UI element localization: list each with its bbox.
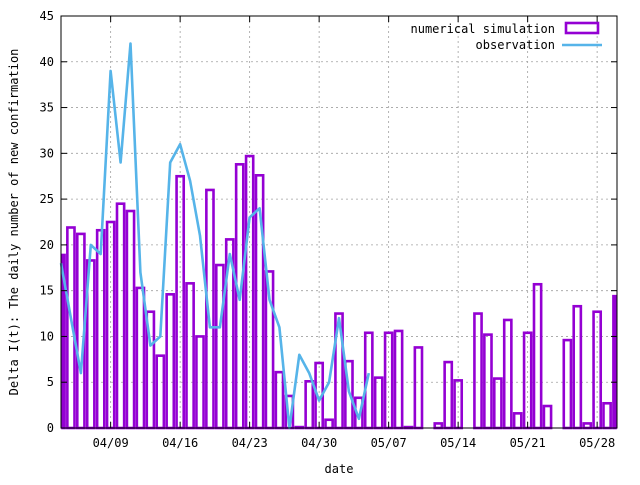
simulation-bar	[413, 346, 424, 430]
simulation-bar	[473, 312, 483, 430]
simulation-bar	[483, 333, 493, 430]
legend-swatch-numerical-simulation	[564, 21, 600, 35]
x-tick-label: 04/16	[162, 436, 198, 450]
simulation-bar	[612, 294, 617, 430]
simulation-bars	[61, 154, 617, 430]
simulation-bar	[125, 209, 136, 430]
simulation-bar	[214, 263, 225, 430]
simulation-bar	[532, 282, 543, 430]
simulation-bar	[572, 304, 583, 430]
y-tick-label: 10	[40, 329, 54, 343]
simulation-bar	[115, 202, 126, 430]
x-tick-label: 04/23	[232, 436, 268, 450]
plot-frame	[60, 15, 618, 429]
simulation-bar	[512, 412, 523, 430]
simulation-bar	[274, 370, 285, 430]
simulation-bar	[185, 282, 195, 430]
simulation-bar	[393, 329, 404, 430]
simulation-bar	[95, 228, 106, 430]
legend: numerical simulation observation	[411, 21, 602, 52]
simulation-bar	[443, 360, 454, 430]
simulation-bar	[562, 338, 573, 430]
x-tick-label: 05/21	[510, 436, 546, 450]
x-tick-label: 05/28	[579, 436, 615, 450]
legend-label-observation: observation	[476, 38, 555, 52]
simulation-bar	[492, 377, 503, 430]
y-tick-label: 45	[40, 9, 54, 23]
x-tick-label: 04/30	[301, 436, 337, 450]
y-tick-label: 40	[40, 55, 54, 69]
observation-line-group	[59, 42, 371, 430]
y-tick-label: 0	[47, 421, 54, 435]
simulation-bar	[582, 422, 593, 430]
y-tick-label: 20	[40, 238, 54, 252]
y-tick-label: 25	[40, 192, 54, 206]
simulation-bar	[324, 418, 334, 430]
x-tick-label: 05/14	[440, 436, 476, 450]
simulation-bar	[433, 422, 444, 430]
y-tick-label: 5	[47, 375, 54, 389]
simulation-bar	[592, 310, 603, 430]
simulation-bar	[195, 335, 205, 430]
simulation-bar	[373, 376, 384, 430]
legend-label-numerical-simulation: numerical simulation	[411, 22, 556, 36]
simulation-bar	[602, 401, 612, 430]
y-axis-ticks: 0 5 10 15 20 25 30 35 40 45	[40, 9, 617, 435]
x-axis-ticks: 04/09 04/16 04/23 04/30 05/07 05/14 05/21 05/28	[93, 16, 615, 450]
x-tick-label: 05/07	[371, 436, 407, 450]
y-tick-label: 15	[40, 284, 54, 298]
y-tick-label: 35	[40, 101, 54, 115]
y-tick-label: 30	[40, 146, 54, 160]
simulation-bar	[542, 404, 553, 430]
x-axis-label: date	[325, 462, 354, 476]
y-axis-label: Delta I(t): The daily number of new conf…	[7, 49, 21, 396]
simulation-bar	[165, 293, 176, 430]
observation-line	[59, 42, 371, 430]
simulation-bar	[304, 380, 315, 430]
simulation-bar	[155, 354, 166, 430]
simulation-bar	[135, 286, 146, 430]
x-tick-label: 04/09	[93, 436, 129, 450]
